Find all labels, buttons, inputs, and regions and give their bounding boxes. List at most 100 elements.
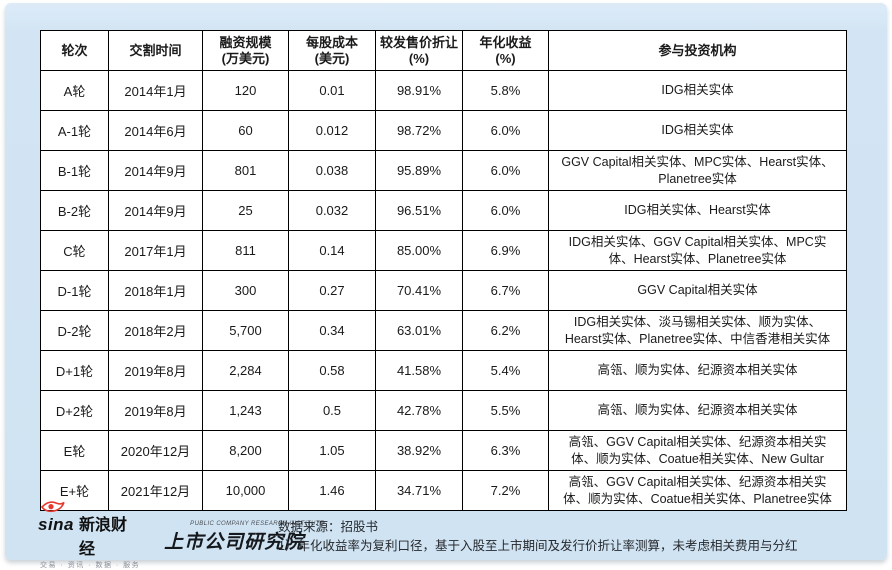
cell-yield: 6.9% xyxy=(462,230,549,271)
table-row: C轮 2017年1月 811 0.14 85.00% 6.9% IDG相关实体、… xyxy=(40,230,847,271)
cell-date: 2017年1月 xyxy=(108,230,203,271)
cell-investors: IDG相关实体 xyxy=(548,110,847,151)
cell-cost: 0.5 xyxy=(288,390,376,431)
footer: sina 新浪财经 交易 · 资讯 · 数据 · 服务 PUBLIC COMPA… xyxy=(38,501,867,569)
cell-yield: 6.0% xyxy=(462,110,549,151)
table-row: B-1轮 2014年9月 801 0.038 95.89% 6.0% GGV C… xyxy=(40,150,847,191)
institute-name: 上市公司研究院 xyxy=(164,532,305,553)
institute-name-en: PUBLIC COMPANY RESEARCH INSTITUTE xyxy=(190,521,325,527)
cell-yield: 6.7% xyxy=(462,270,549,311)
cell-date: 2014年1月 xyxy=(108,70,203,111)
col-header-investors: 参与投资机构 xyxy=(548,30,847,71)
cell-date: 2018年1月 xyxy=(108,270,203,311)
cell-round: A-1轮 xyxy=(40,110,109,151)
col-header-sublabel: (万美元) xyxy=(221,50,270,66)
cell-discount: 98.72% xyxy=(375,110,463,151)
cell-amount: 25 xyxy=(202,190,289,231)
col-header-label: 融资规模 xyxy=(219,34,272,50)
cell-round: B-1轮 xyxy=(40,150,109,191)
content-card: 轮次 交割时间 融资规模 (万美元) 每股成本 (美元) 较发售价折让 (%) 年化收… xyxy=(5,3,887,569)
col-header-sublabel: (%) xyxy=(408,50,430,66)
cell-date: 2014年6月 xyxy=(108,110,203,151)
cell-investors: 高瓴、GGV Capital相关实体、纪源资本相关实体、顺为实体、Coatue相… xyxy=(548,470,847,511)
cell-round: E轮 xyxy=(40,430,109,471)
cell-discount: 98.91% xyxy=(375,70,463,111)
cell-cost: 1.05 xyxy=(288,430,376,471)
cell-cost: 0.27 xyxy=(288,270,376,311)
cell-round: B-2轮 xyxy=(40,190,109,231)
cell-investors: GGV Capital相关实体、MPC实体、Hearst实体、Planetree… xyxy=(548,150,847,191)
cell-amount: 2,284 xyxy=(202,350,289,391)
sina-finance-logo: sina 新浪财经 交易 · 资讯 · 数据 · 服务 PUBLIC COMPA… xyxy=(38,501,324,569)
table-row: A轮 2014年1月 120 0.01 98.91% 5.8% IDG相关实体 xyxy=(40,70,847,111)
table-row: D-1轮 2018年1月 300 0.27 70.41% 6.7% GGV Ca… xyxy=(40,270,847,311)
cell-yield: 6.2% xyxy=(462,310,549,351)
col-header-date: 交割时间 xyxy=(108,30,203,71)
col-header-sublabel: (%) xyxy=(495,50,516,66)
cell-investors: 高瓴、顺为实体、纪源资本相关实体 xyxy=(548,390,847,431)
cell-yield: 5.8% xyxy=(462,70,549,111)
cell-round: D-1轮 xyxy=(40,270,109,311)
cell-discount: 63.01% xyxy=(375,310,463,351)
sina-word: sina xyxy=(38,515,75,534)
cell-investors: IDG相关实体、Hearst实体 xyxy=(548,190,847,231)
cell-yield: 5.4% xyxy=(462,350,549,391)
cell-discount: 95.89% xyxy=(375,150,463,191)
data-source: 数据来源：招股书 xyxy=(278,520,379,534)
cell-investors: 高瓴、顺为实体、纪源资本相关实体 xyxy=(548,350,847,391)
cell-date: 2019年8月 xyxy=(108,350,203,391)
table-row: D+1轮 2019年8月 2,284 0.58 41.58% 5.4% 高瓴、顺… xyxy=(40,350,847,391)
cell-cost: 0.58 xyxy=(288,350,376,391)
cell-investors: IDG相关实体 xyxy=(548,70,847,111)
cell-date: 2014年9月 xyxy=(108,190,203,231)
cell-cost: 0.34 xyxy=(288,310,376,351)
cell-amount: 10,000 xyxy=(202,470,289,511)
col-header-cost: 每股成本 (美元) xyxy=(288,30,376,71)
cell-round: A轮 xyxy=(40,70,109,111)
footnote-1: 1）年化收益率为复利口径，基于入股至上市期间及发行价折让率测算，未考虑相关费用与… xyxy=(278,538,798,553)
cell-date: 2014年9月 xyxy=(108,150,203,191)
cell-cost: 0.032 xyxy=(288,190,376,231)
cell-yield: 5.5% xyxy=(462,390,549,431)
cell-discount: 96.51% xyxy=(375,190,463,231)
sina-eye-icon xyxy=(40,499,66,518)
cell-date: 2018年2月 xyxy=(108,310,203,351)
table-row: E轮 2020年12月 8,200 1.05 38.92% 6.3% 高瓴、GG… xyxy=(40,430,847,471)
table-header-row: 轮次 交割时间 融资规模 (万美元) 每股成本 (美元) 较发售价折让 (%) 年化收… xyxy=(40,30,847,71)
cell-discount: 34.71% xyxy=(375,470,463,511)
cell-amount: 300 xyxy=(202,270,289,311)
col-header-round: 轮次 xyxy=(40,30,109,71)
col-header-label: 轮次 xyxy=(61,42,88,58)
footnotes: 数据来源：招股书 1）年化收益率为复利口径，基于入股至上市期间及发行价折让率测算… xyxy=(278,516,797,556)
cell-yield: 7.2% xyxy=(462,470,549,511)
cell-cost: 0.14 xyxy=(288,230,376,271)
financing-rounds-table: 轮次 交割时间 融资规模 (万美元) 每股成本 (美元) 较发售价折让 (%) 年化收… xyxy=(40,30,847,511)
cell-amount: 5,700 xyxy=(202,310,289,351)
cell-discount: 70.41% xyxy=(375,270,463,311)
table-row: E+轮 2021年12月 10,000 1.46 34.71% 7.2% 高瓴、… xyxy=(40,470,847,511)
cell-round: D+2轮 xyxy=(40,390,109,431)
sina-finance-brand: 新浪财经 xyxy=(79,517,128,558)
cell-amount: 8,200 xyxy=(202,430,289,471)
col-header-label: 每股成本 xyxy=(305,34,358,50)
cell-date: 2020年12月 xyxy=(108,430,203,471)
table-row: D+2轮 2019年8月 1,243 0.5 42.78% 5.5% 高瓴、顺为… xyxy=(40,390,847,431)
cell-discount: 38.92% xyxy=(375,430,463,471)
cell-cost: 0.038 xyxy=(288,150,376,191)
cell-yield: 6.0% xyxy=(462,190,549,231)
table-body: A轮 2014年1月 120 0.01 98.91% 5.8% IDG相关实体 … xyxy=(40,70,847,511)
sina-logo: sina 新浪财经 交易 · 资讯 · 数据 · 服务 xyxy=(38,499,141,570)
sina-tagline: 交易 · 资讯 · 数据 · 服务 xyxy=(40,562,141,569)
cell-cost: 0.012 xyxy=(288,110,376,151)
cell-amount: 120 xyxy=(202,70,289,111)
cell-investors: 高瓴、GGV Capital相关实体、纪源资本相关实体、顺为实体、Coatue相… xyxy=(548,430,847,471)
col-header-amount: 融资规模 (万美元) xyxy=(202,30,289,71)
cell-yield: 6.3% xyxy=(462,430,549,471)
cell-cost: 1.46 xyxy=(288,470,376,511)
cell-investors: IDG相关实体、GGV Capital相关实体、MPC实体、Hearst实体、P… xyxy=(548,230,847,271)
institute-logo: PUBLIC COMPANY RESEARCH INSTITUTE 上市公司研究… xyxy=(164,518,324,554)
col-header-label: 较发售价折让 xyxy=(380,34,459,50)
cell-round: C轮 xyxy=(40,230,109,271)
cell-round: D+1轮 xyxy=(40,350,109,391)
table-row: A-1轮 2014年6月 60 0.012 98.72% 6.0% IDG相关实… xyxy=(40,110,847,151)
